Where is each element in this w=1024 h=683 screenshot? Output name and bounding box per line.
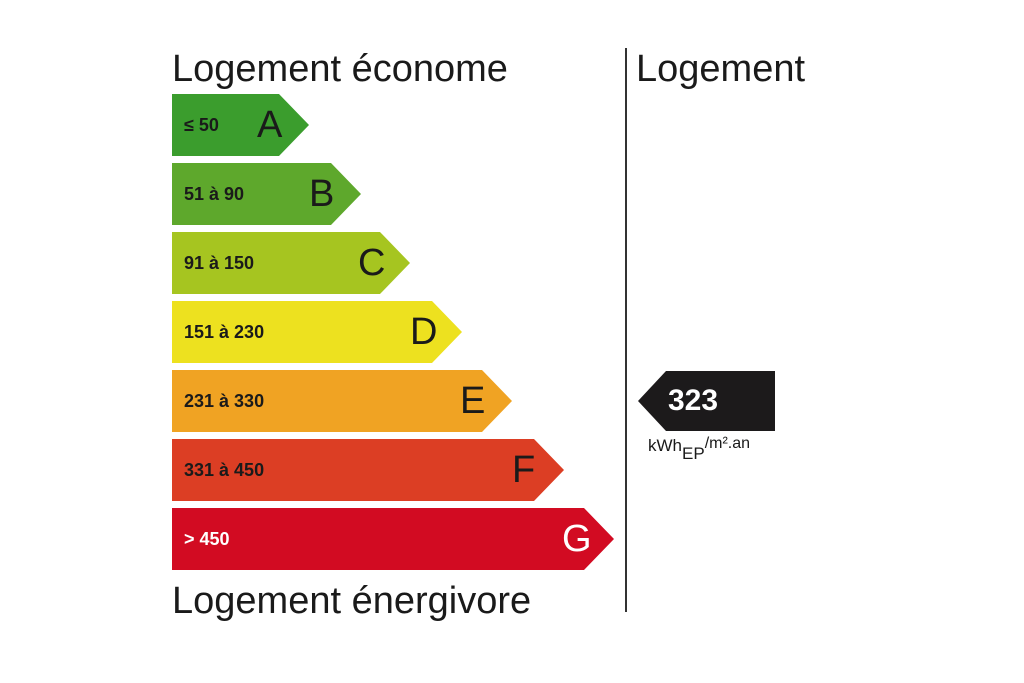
class-range-label: 51 à 90	[184, 184, 245, 204]
unit-superscript: /m².an	[704, 435, 751, 452]
class-arrow-shape	[172, 163, 361, 225]
class-arrow-shape	[172, 94, 309, 156]
unit-subscript: EP	[682, 444, 705, 463]
class-bar-b: 51 à 90 B	[172, 163, 361, 225]
class-range-label: ≤ 50	[184, 115, 219, 135]
class-letter: A	[257, 104, 283, 146]
class-arrow-shape	[172, 439, 564, 501]
inefficient-label: Logement énergivore	[172, 580, 532, 622]
dwelling-column-title: Logement	[636, 48, 806, 90]
class-range-label: > 450	[184, 529, 230, 549]
class-range-label: 231 à 330	[184, 391, 265, 411]
efficient-label: Logement économe	[172, 48, 508, 90]
consumption-unit: kWhEP/m².an	[648, 435, 751, 463]
class-range-label: 331 à 450	[184, 460, 265, 480]
column-divider	[625, 48, 627, 612]
class-bar-d: 151 à 230 D	[172, 301, 462, 363]
class-letter: E	[460, 380, 486, 422]
class-letter: B	[309, 173, 335, 215]
class-letter: C	[358, 242, 386, 284]
consumption-marker: 323	[638, 371, 775, 431]
class-range-label: 151 à 230	[184, 322, 265, 342]
class-range-label: 91 à 150	[184, 253, 255, 273]
class-arrow-shape	[172, 508, 614, 570]
unit-main: kWh	[648, 436, 682, 455]
marker-arrow-shape	[638, 371, 775, 431]
class-bar-f: 331 à 450 F	[172, 439, 564, 501]
class-arrow-shape	[172, 301, 462, 363]
class-arrow-shape	[172, 370, 512, 432]
class-bar-c: 91 à 150 C	[172, 232, 410, 294]
class-bar-e: 231 à 330 E	[172, 370, 512, 432]
consumption-value: 323	[668, 384, 719, 417]
class-bar-g: > 450 G	[172, 508, 614, 570]
class-letter: F	[512, 449, 536, 491]
class-letter: D	[410, 311, 438, 353]
class-bar-a: ≤ 50 A	[172, 94, 309, 156]
class-letter: G	[562, 518, 592, 560]
class-arrow-shape	[172, 232, 410, 294]
